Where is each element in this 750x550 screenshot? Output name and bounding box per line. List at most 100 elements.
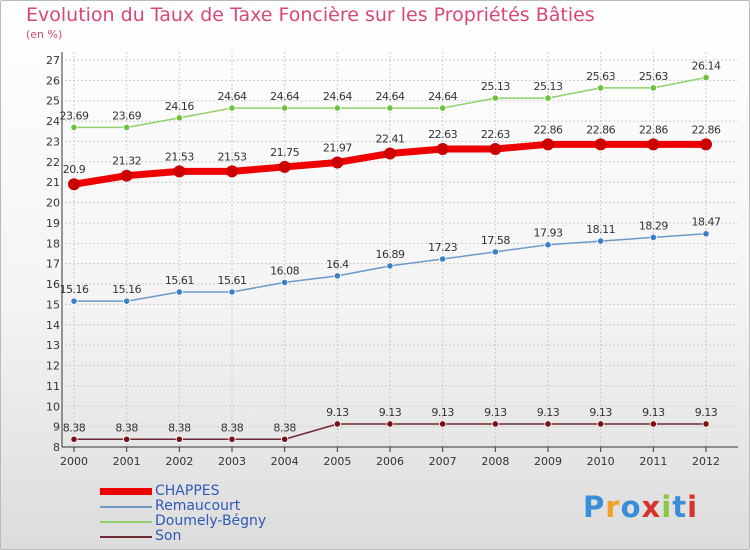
legend-label: Son [155, 528, 182, 544]
data-point-chappes [700, 138, 712, 151]
data-label-doumely-b-gny: 25.13 [481, 80, 510, 93]
x-tick-label: 2006 [376, 455, 404, 468]
data-label-remaucourt: 17.58 [481, 234, 510, 247]
y-tick-label: 22 [46, 156, 60, 169]
data-label-remaucourt: 15.16 [60, 283, 89, 296]
data-point-doumely-b-gny [597, 84, 605, 92]
data-label-remaucourt: 18.29 [639, 219, 668, 232]
data-label-doumely-b-gny: 24.64 [323, 90, 352, 103]
data-label-remaucourt: 15.61 [218, 274, 247, 287]
data-label-chappes: 20.9 [63, 163, 86, 176]
data-point-chappes [226, 165, 238, 178]
x-tick-label: 2002 [165, 455, 193, 468]
data-point-son [544, 420, 552, 428]
legend-swatch [100, 521, 152, 523]
data-label-chappes: 21.97 [323, 141, 352, 154]
data-point-doumely-b-gny [702, 73, 710, 82]
y-tick-label: 8 [53, 441, 60, 454]
chart-title: Evolution du Taux de Taxe Foncière sur l… [26, 4, 595, 26]
data-point-remaucourt [386, 262, 394, 270]
data-point-son [702, 420, 710, 428]
logo-letter: x [641, 490, 662, 524]
data-point-son [386, 420, 394, 428]
logo-letter: r [605, 490, 621, 524]
data-point-chappes [489, 143, 502, 156]
y-tick-label: 27 [46, 54, 60, 67]
data-point-doumely-b-gny [439, 104, 447, 112]
y-tick-label: 10 [46, 400, 60, 413]
data-label-chappes: 22.86 [534, 123, 563, 136]
data-point-remaucourt [491, 248, 499, 256]
data-point-doumely-b-gny [175, 114, 183, 122]
data-label-remaucourt: 16.89 [376, 248, 405, 261]
data-point-chappes [647, 138, 660, 151]
data-point-doumely-b-gny [228, 104, 236, 112]
legend-label: CHAPPES [155, 483, 220, 499]
data-label-chappes: 21.53 [218, 150, 247, 163]
x-tick-label: 2007 [429, 455, 457, 468]
data-label-chappes: 22.86 [639, 123, 668, 136]
data-label-son: 8.38 [168, 421, 191, 434]
data-label-remaucourt: 18.47 [692, 216, 721, 229]
x-tick-label: 2004 [271, 455, 299, 468]
y-tick-label: 26 [46, 74, 60, 87]
data-point-doumely-b-gny [491, 94, 499, 102]
data-label-son: 8.38 [115, 421, 138, 434]
y-tick-label: 25 [46, 95, 60, 108]
data-label-chappes: 22.41 [376, 132, 405, 145]
legend-swatch [100, 488, 152, 495]
data-point-remaucourt [281, 278, 289, 287]
y-tick-label: 13 [46, 339, 60, 352]
data-label-son: 8.38 [221, 421, 244, 434]
logo-letter: i [687, 490, 699, 524]
x-tick-label: 2010 [587, 455, 615, 468]
data-label-doumely-b-gny: 25.63 [586, 70, 615, 83]
data-label-son: 9.13 [431, 406, 454, 419]
data-point-remaucourt [649, 233, 657, 242]
x-tick-label: 2012 [692, 455, 720, 468]
data-label-remaucourt: 15.16 [112, 283, 141, 296]
y-tick-label: 11 [46, 380, 60, 393]
x-tick-label: 2000 [60, 455, 88, 468]
x-tick-label: 2003 [218, 455, 246, 468]
data-label-chappes: 21.75 [270, 146, 299, 159]
data-point-chappes [278, 160, 291, 173]
data-point-chappes [68, 178, 80, 191]
data-label-doumely-b-gny: 23.69 [112, 109, 141, 122]
y-tick-label: 16 [46, 278, 60, 291]
data-point-doumely-b-gny [123, 123, 131, 132]
data-label-remaucourt: 17.93 [534, 227, 563, 240]
data-point-son [649, 420, 657, 428]
y-tick-label: 23 [46, 135, 60, 148]
data-point-chappes [384, 147, 396, 160]
y-tick-label: 12 [46, 360, 60, 373]
data-point-son [70, 435, 78, 443]
x-tick-label: 2008 [481, 455, 509, 468]
data-label-son: 8.38 [63, 421, 86, 434]
data-point-son [597, 420, 605, 428]
data-label-son: 9.13 [379, 406, 402, 419]
data-point-doumely-b-gny [281, 104, 289, 112]
y-tick-label: 20 [46, 197, 60, 210]
data-point-remaucourt [597, 237, 605, 245]
y-tick-label: 19 [46, 217, 60, 230]
legend-label: Remaucourt [155, 498, 241, 514]
y-tick-label: 15 [46, 298, 60, 311]
logo-letter: i [661, 490, 673, 524]
x-tick-label: 2011 [639, 455, 667, 468]
data-label-doumely-b-gny: 24.64 [218, 90, 247, 103]
y-tick-label: 24 [46, 115, 60, 128]
data-label-chappes: 22.63 [481, 128, 510, 141]
data-point-son [333, 420, 341, 428]
data-point-doumely-b-gny [70, 123, 78, 132]
data-point-son [228, 435, 236, 443]
data-label-son: 9.13 [326, 406, 349, 419]
y-tick-label: 14 [46, 319, 60, 332]
data-label-chappes: 22.86 [586, 123, 615, 136]
proxiti-logo: Proxiti [583, 490, 698, 524]
logo-letter: P [583, 490, 606, 524]
y-tick-label: 17 [46, 258, 60, 271]
data-point-remaucourt [333, 272, 341, 280]
grid-layer [65, 52, 738, 448]
